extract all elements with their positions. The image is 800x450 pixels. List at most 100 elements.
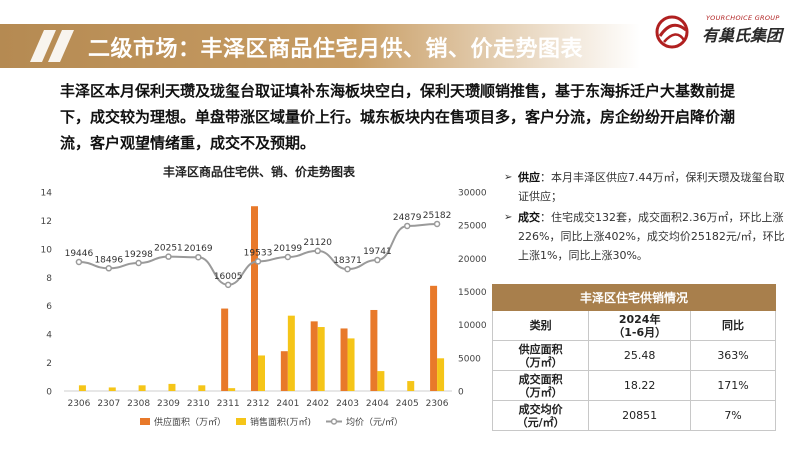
bar-sales xyxy=(377,371,385,391)
price-point xyxy=(314,247,321,255)
table-row-label: 供应面积 （万㎡） xyxy=(491,340,590,371)
logo-chinese-text: 有巢氏集团 xyxy=(702,26,783,45)
y-left-tick-label: 0 xyxy=(46,388,52,398)
price-data-label: 18496 xyxy=(94,255,123,265)
bar-sales xyxy=(78,385,86,391)
table-row-value: 25.48 xyxy=(588,340,692,371)
header-bar xyxy=(0,24,640,68)
price-data-label: 20169 xyxy=(184,244,213,254)
y-right-tick-label: 0 xyxy=(458,388,464,398)
price-data-label: 25182 xyxy=(423,211,452,221)
price-data-label: 18371 xyxy=(333,256,362,266)
price-point xyxy=(135,259,142,267)
bar-sales xyxy=(138,385,146,391)
price-data-label: 24879 xyxy=(393,213,422,223)
bar-supply xyxy=(280,351,288,391)
y-left-tick-label: 10 xyxy=(41,245,53,255)
table-header-row: 类别 2024年 （1-6月） 同比 xyxy=(491,310,776,341)
arrow-right-icon: ➢ xyxy=(504,172,513,183)
price-point xyxy=(75,258,83,266)
note-supply-text: ：本月丰泽区供应7.44万㎡，保利天瓒及珑玺台取证供应； xyxy=(518,171,785,203)
supply-sales-table: 丰泽区住宅供销情况 类别 2024年 （1-6月） 同比 供应面积 （万㎡） 2… xyxy=(491,284,776,431)
bar-sales xyxy=(437,358,445,391)
price-data-label: 16005 xyxy=(214,272,243,282)
note-deal-text: ：住宅成交132套，成交面积2.36万㎡，环比上涨226%，同比上涨402%，成… xyxy=(518,211,785,262)
price-data-label: 19533 xyxy=(244,248,273,258)
table-row-value: 20851 xyxy=(588,400,692,431)
bar-sales xyxy=(347,338,355,391)
y-left-tick-label: 12 xyxy=(41,217,52,227)
price-data-label: 19446 xyxy=(65,249,94,259)
price-data-label: 20251 xyxy=(154,244,183,254)
price-data-label: 19741 xyxy=(363,247,392,257)
x-tick-label: 2306 xyxy=(426,399,449,409)
arrow-right-icon: ➢ xyxy=(504,212,513,223)
note-supply: ➢ 供应：本月丰泽区供应7.44万㎡，保利天瓒及珑玺台取证供应； xyxy=(502,168,792,206)
bar-sales xyxy=(198,385,206,391)
price-point xyxy=(165,253,172,260)
bar-supply xyxy=(370,309,378,391)
y-left-tick-label: 14 xyxy=(41,189,53,199)
bar-supply xyxy=(251,206,258,391)
legend-sales-label: 销售面积(万㎡) xyxy=(250,416,311,428)
legend-supply-swatch xyxy=(140,418,150,425)
legend-supply-label: 供应面积（万㎡） xyxy=(154,416,226,428)
table-row-yoy: 7% xyxy=(690,400,776,431)
bar-supply xyxy=(221,308,229,391)
bar-sales xyxy=(228,388,236,391)
price-point xyxy=(224,281,232,289)
price-point xyxy=(433,220,441,228)
bar-sales xyxy=(317,327,325,391)
price-point xyxy=(254,258,262,265)
price-point xyxy=(105,265,113,272)
logo-english-text: YOURCHOICE GROUP xyxy=(706,14,780,22)
table-row-label: 成交均价 （元/㎡） xyxy=(491,400,590,431)
bar-sales xyxy=(168,383,176,391)
table-row: 成交均价 （元/㎡） 20851 7% xyxy=(491,400,776,431)
x-tick-label: 2402 xyxy=(306,399,329,409)
price-data-label: 21120 xyxy=(303,238,332,248)
x-tick-label: 2404 xyxy=(366,399,389,409)
y-right-tick-label: 10000 xyxy=(458,321,487,331)
table-header-category: 类别 xyxy=(491,310,590,341)
note-supply-key: 供应 xyxy=(518,171,540,184)
price-point xyxy=(344,265,351,273)
table-row-yoy: 363% xyxy=(690,340,776,371)
chart-svg: 丰泽区商品住宅供、销、价走势图表 0 2 4 6 8 10 12 14 0 5000 10000 150… xyxy=(41,164,487,428)
y-left-tick-label: 4 xyxy=(46,331,52,341)
bar-supply xyxy=(340,328,348,391)
bar-sales xyxy=(108,387,116,391)
y-left-tick-label: 6 xyxy=(46,302,52,312)
price-point xyxy=(403,222,411,230)
bar-sales xyxy=(407,381,415,391)
supply-sales-price-chart: 丰泽区商品住宅供、销、价走势图表 0 2 4 6 8 10 12 14 0 5000 10000 150… xyxy=(20,158,498,438)
table-header-yoy: 同比 xyxy=(690,310,776,341)
bar-sales xyxy=(287,315,295,391)
y-right-tick-label: 30000 xyxy=(458,189,487,199)
price-point xyxy=(374,256,381,264)
table-row-value: 18.22 xyxy=(588,370,692,401)
table-row: 供应面积 （万㎡） 25.48 363% xyxy=(491,340,776,371)
x-tick-label: 2403 xyxy=(336,399,359,409)
x-tick-label: 2405 xyxy=(396,399,419,409)
header-slash-decoration xyxy=(30,30,74,62)
y-right-tick-label: 5000 xyxy=(458,354,481,364)
price-point xyxy=(195,253,202,261)
page-title: 二级市场：丰泽区商品住宅月供、销、价走势图表 xyxy=(88,37,584,62)
table-header-period: 2024年 （1-6月） xyxy=(588,310,692,341)
y-right-tick-label: 25000 xyxy=(458,222,487,232)
bar-supply xyxy=(310,321,318,391)
y-right-tick-label: 20000 xyxy=(458,255,487,265)
company-logo xyxy=(655,15,689,49)
table-row-label: 成交面积 （万㎡） xyxy=(491,370,590,401)
y-left-tick-label: 2 xyxy=(46,359,52,369)
bar-supply xyxy=(430,285,438,391)
note-deal-key: 成交 xyxy=(518,211,540,224)
price-data-label: 19298 xyxy=(124,250,153,260)
summary-paragraph: 丰泽区本月保利天瓒及珑玺台取证填补东海板块空白，保利天瓒顺销推售，基于东海拆迁户… xyxy=(60,82,736,152)
x-tick-label: 2307 xyxy=(97,399,120,409)
legend-price-marker xyxy=(330,418,338,425)
y-left-tick-label: 8 xyxy=(46,274,52,284)
y-right-tick-label: 15000 xyxy=(458,288,487,298)
note-deal: ➢ 成交：住宅成交132套，成交面积2.36万㎡，环比上涨226%，同比上涨40… xyxy=(502,208,792,265)
